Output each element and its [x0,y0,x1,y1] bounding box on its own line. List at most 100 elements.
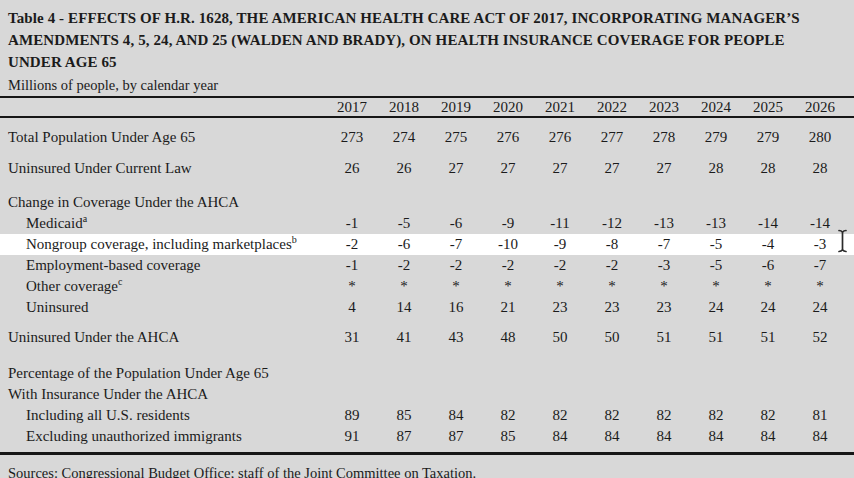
table-cell: 43 [430,327,482,348]
table-cell: 84 [586,426,638,447]
table-section-header-row: With Insurance Under the AHCA [0,384,854,405]
table-cell: 2021 [534,99,586,115]
table-cell: 2018 [378,99,430,115]
table-cell: 2017 [326,99,378,115]
table-cell: 21 [482,297,534,318]
table-cell: -11 [534,213,586,234]
table-cell: 91 [326,426,378,447]
footnote-marker: c [118,276,122,287]
table-cell: -2 [430,255,482,276]
table-subtitle: Millions of people, by calendar year [0,77,854,93]
table-cell: 4 [326,297,378,318]
table-cell: 2025 [742,99,794,115]
row-label-text: Change in Coverage Under the AHCA [8,194,239,210]
table-cell: * [638,276,690,297]
table-cell: 2023 [638,99,690,115]
table-cell: 278 [638,127,690,148]
row-values: -1-2-2-2-2-2-3-5-6-7 [326,255,846,276]
row-label-text: Nongroup coverage, including marketplace… [26,236,292,252]
table-cell: * [378,276,430,297]
document-page: Table 4 - EFFECTS OF H.R. 1628, THE AMER… [0,0,854,478]
footnote-marker: a [83,213,87,224]
table-cell: -14 [742,213,794,234]
row-label: Uninsured Under Current Law [8,158,326,179]
table-cell: -8 [586,234,638,255]
table-cell: 50 [534,327,586,348]
table-row: Uninsured 4141621232323242424 [0,297,854,318]
table-title-line: AMENDMENTS 4, 5, 24, AND 25 (WALDEN AND … [8,29,846,51]
table-cell: 273 [326,127,378,148]
table-cell: -7 [638,234,690,255]
table-row: Excluding unauthorized immigrants 918787… [0,426,854,447]
table-cell: 87 [378,426,430,447]
row-values: 273274275276276277278279279280 [326,127,846,148]
table-cell: 26 [378,158,430,179]
table-cell: 24 [690,297,742,318]
table-cell: -5 [378,213,430,234]
table-cell: * [586,276,638,297]
table-cell: 48 [482,327,534,348]
row-label-text: Other coverage [26,278,118,294]
table-cell: 84 [430,405,482,426]
table-cell: 23 [586,297,638,318]
table-cell: -6 [742,255,794,276]
table-cell: 50 [586,327,638,348]
row-label-text: Percentage of the Population Under Age 6… [8,365,269,381]
footnote-marker: b [292,234,297,245]
table-title-line: UNDER AGE 65 [8,51,846,73]
table-cell: 276 [482,127,534,148]
table-cell: 51 [638,327,690,348]
row-label: Uninsured [8,297,326,318]
table-cell: 28 [690,158,742,179]
table-cell: 41 [378,327,430,348]
table-cell: 276 [534,127,586,148]
table-cell: -14 [794,213,846,234]
table-cell: 84 [638,426,690,447]
row-label: Medicaida [8,213,326,234]
table-cell: 279 [742,127,794,148]
row-label-text: Including all U.S. residents [26,407,190,423]
table-cell: * [534,276,586,297]
table-row: Employment-based coverage -1-2-2-2-2-2-3… [0,255,854,276]
sources-note: Sources: Congressional Budget Office; st… [0,463,854,478]
table-cell: 82 [482,405,534,426]
table-cell: 51 [742,327,794,348]
table-cell: 28 [794,158,846,179]
table-cell: 27 [430,158,482,179]
table-section-header-row: Percentage of the Population Under Age 6… [0,363,854,384]
row-label-text: Uninsured Under the AHCA [8,329,179,345]
table-cell: 27 [638,158,690,179]
table-cell: 277 [586,127,638,148]
table-cell: -9 [482,213,534,234]
row-values: 4141621232323242424 [326,297,846,318]
table-section-header-row: Change in Coverage Under the AHCA [0,192,854,213]
table-cell: 85 [482,426,534,447]
table-cell: 280 [794,127,846,148]
table-cell: 28 [742,158,794,179]
table-cell: 85 [378,405,430,426]
row-label: Change in Coverage Under the AHCA [8,192,846,213]
table-cell: -1 [326,213,378,234]
table-row: Other coveragec ********** [0,276,854,297]
row-label: Including all U.S. residents [8,405,326,426]
table-cell: -5 [690,234,742,255]
table-cell: 27 [482,158,534,179]
table-cell: * [430,276,482,297]
table-cell: -13 [638,213,690,234]
table-bottom-rule [0,452,854,455]
table-cell: * [482,276,534,297]
table-cell: 24 [794,297,846,318]
table-cell: 82 [638,405,690,426]
table-cell: 275 [430,127,482,148]
table-cell: -3 [794,234,846,255]
table-row-highlighted: Nongroup coverage, including marketplace… [0,234,854,255]
row-label-text: With Insurance Under the AHCA [8,386,208,402]
table-cell: 82 [586,405,638,426]
table-cell: -6 [378,234,430,255]
table-cell: -9 [534,234,586,255]
table-cell: 82 [534,405,586,426]
row-label-text: Uninsured [26,299,89,315]
table-cell: -4 [742,234,794,255]
table-cell: -6 [430,213,482,234]
table-cell: 82 [690,405,742,426]
